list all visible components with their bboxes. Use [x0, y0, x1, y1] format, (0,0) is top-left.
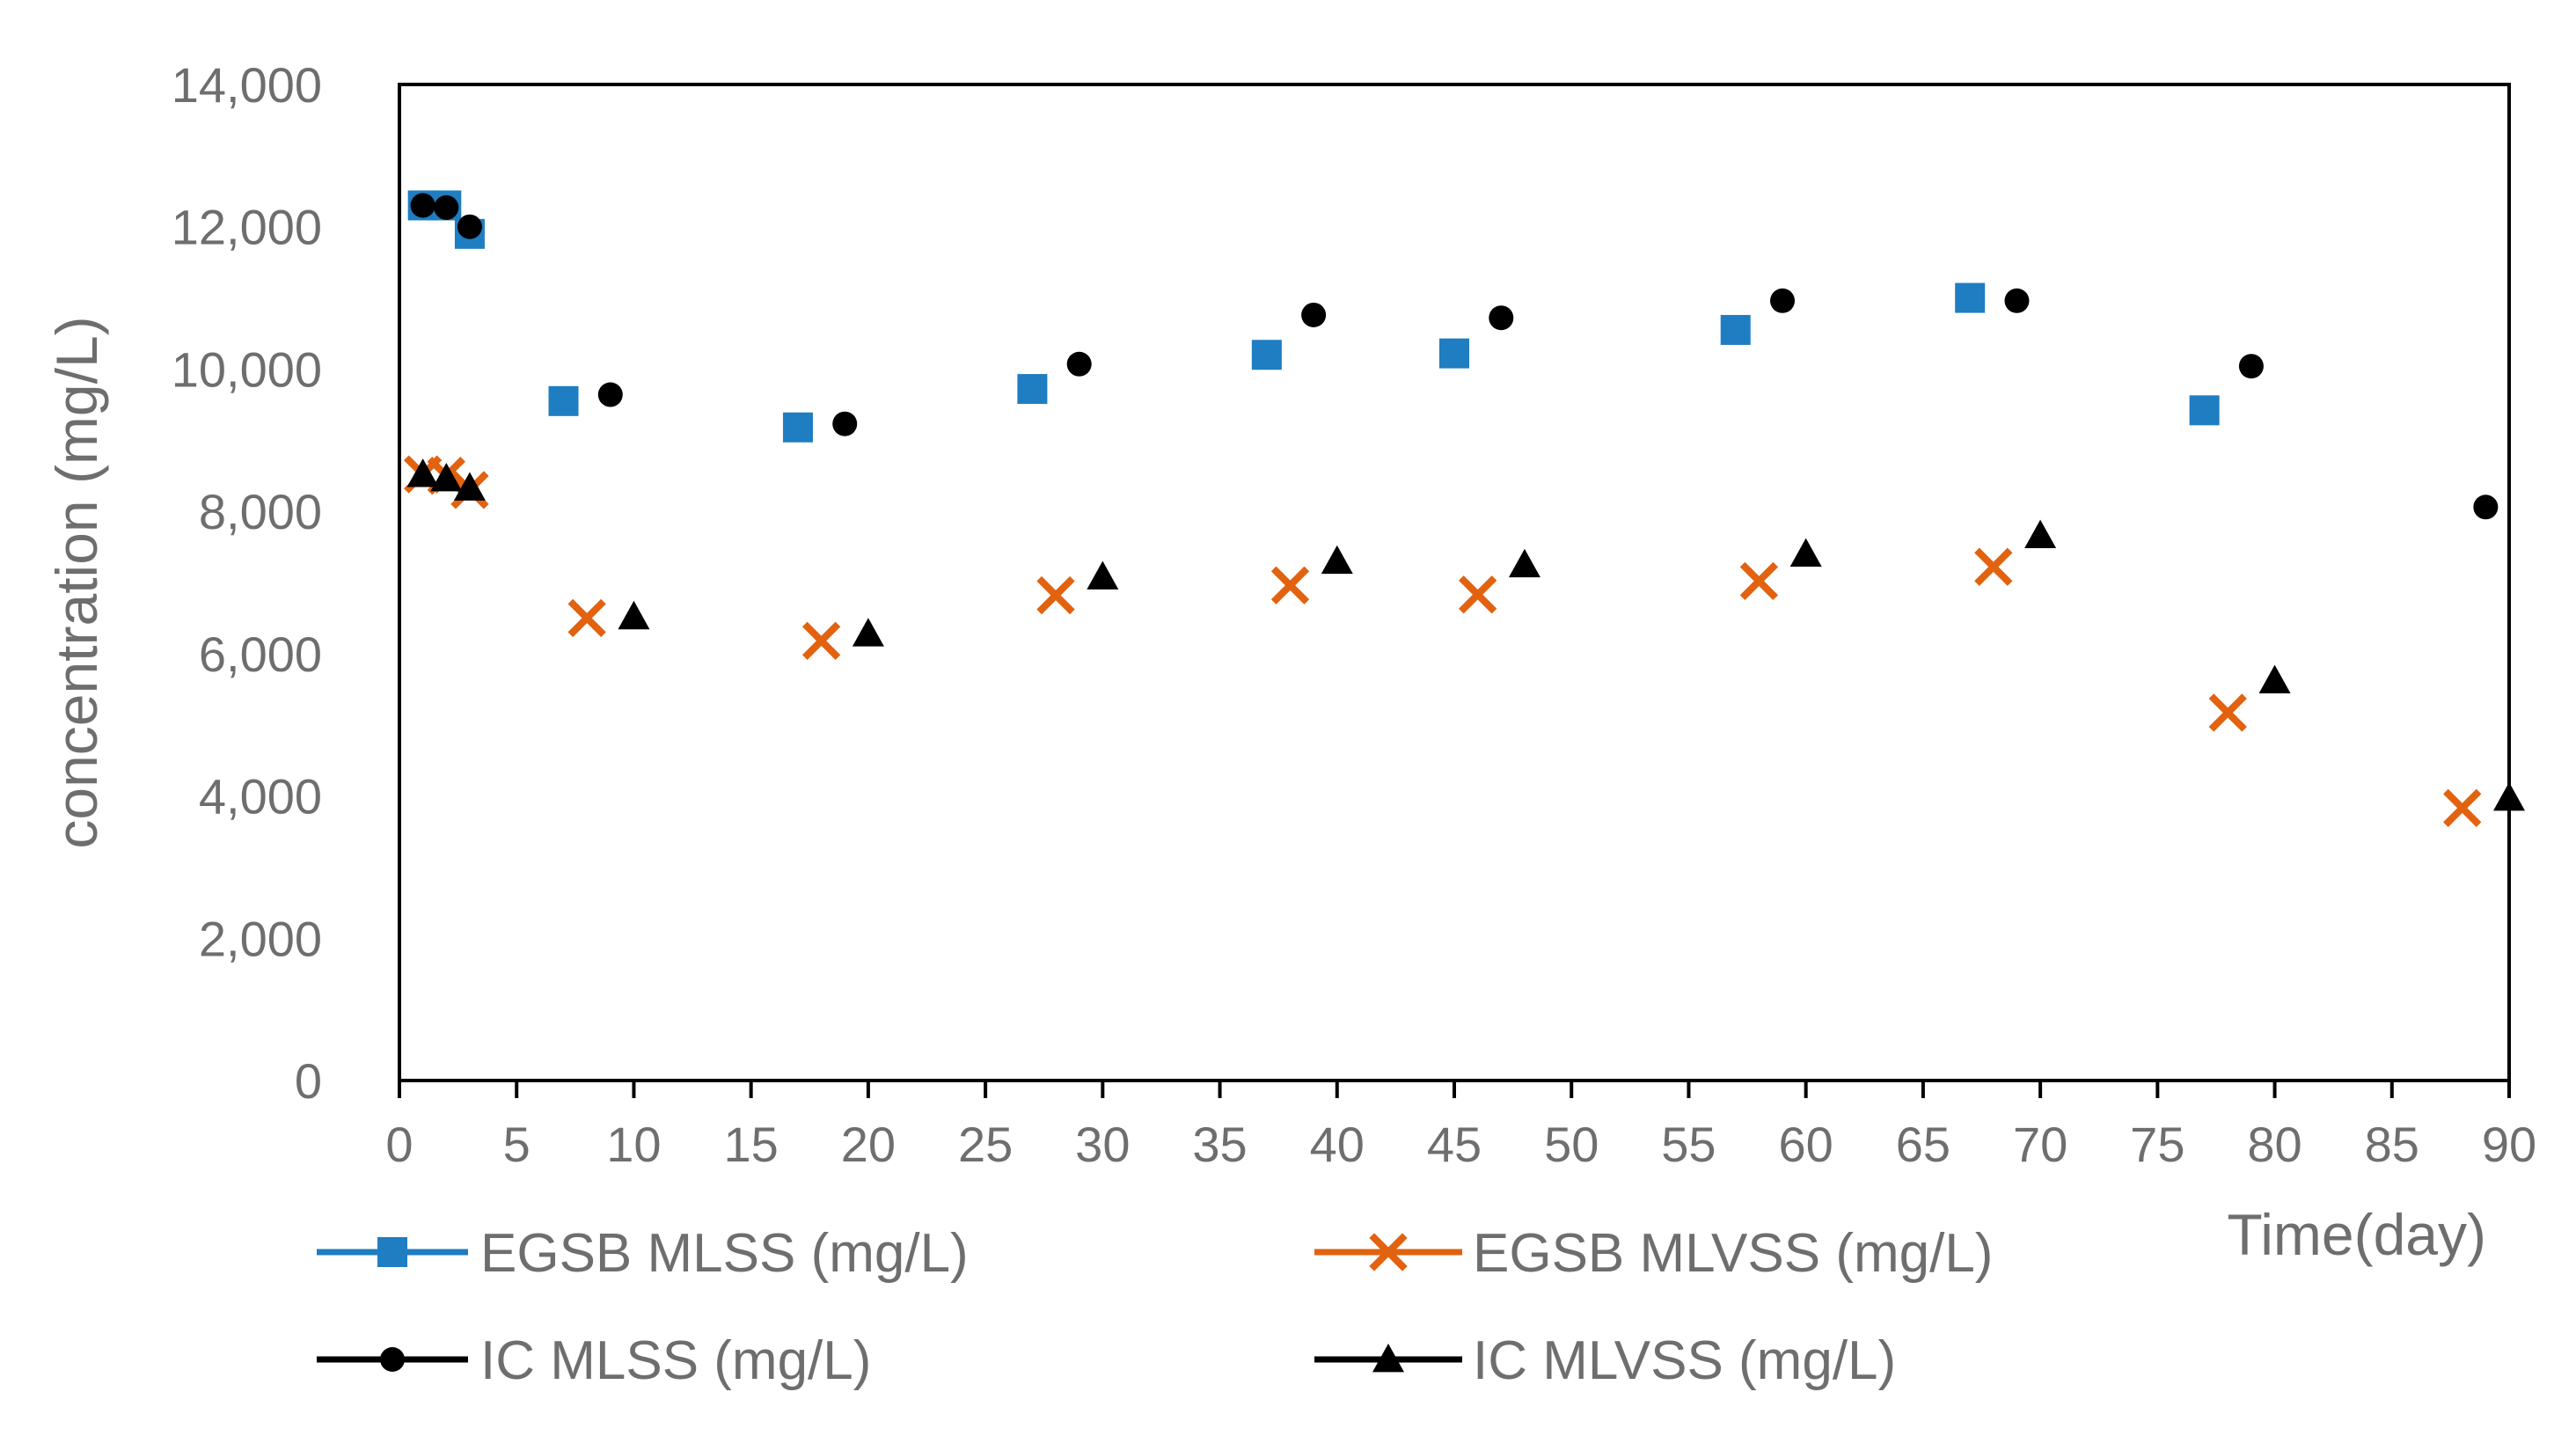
- data-point: [832, 411, 858, 436]
- legend-symbol-triangle: [1314, 1344, 1462, 1373]
- data-point: [2238, 354, 2264, 379]
- series-triangle: [406, 458, 2525, 811]
- data-point: [2189, 395, 2220, 426]
- x-tick-label: 65: [1896, 1117, 1950, 1172]
- y-tick-label: 0: [295, 1053, 322, 1109]
- legend-label-egsb-mlvss: EGSB MLVSS (mg/L): [1473, 1223, 1993, 1284]
- data-point: [1458, 575, 1497, 614]
- x-tick-label: 35: [1192, 1117, 1247, 1172]
- legend-marker: [1369, 1233, 1408, 1271]
- data-point: [457, 214, 482, 239]
- data-marks: [403, 190, 2525, 827]
- data-point: [618, 600, 650, 630]
- data-point: [1770, 288, 1796, 313]
- data-point: [453, 472, 486, 501]
- y-tick-label: 14,000: [172, 57, 322, 113]
- series-circle: [410, 193, 2499, 520]
- data-point: [548, 385, 579, 416]
- data-point: [2493, 781, 2525, 811]
- data-point: [597, 382, 623, 407]
- data-point: [434, 194, 459, 220]
- x-tick-label: 45: [1427, 1117, 1482, 1172]
- data-point: [1321, 545, 1353, 575]
- x-tick-label: 20: [841, 1117, 896, 1172]
- legend-symbol-circle: [317, 1347, 468, 1372]
- plot-frame: [398, 83, 2511, 1082]
- x-tick-label: 50: [1544, 1117, 1599, 1172]
- data-point: [1720, 314, 1751, 345]
- x-tick-label: 60: [1779, 1117, 1833, 1172]
- y-axis-title: concentration (mg/L): [44, 316, 109, 848]
- data-point: [2208, 693, 2247, 732]
- data-point: [1301, 302, 1327, 327]
- legend-label-egsb-mlss: EGSB MLSS (mg/L): [480, 1223, 969, 1284]
- y-tick-label: 10,000: [172, 341, 322, 397]
- y-tick-labels: 0 2,000 4,000 6,000 8,000 10,000 12,000 14,000: [172, 57, 322, 1109]
- x-tick-label: 80: [2247, 1117, 2302, 1172]
- x-tick-label: 40: [1310, 1117, 1365, 1172]
- x-tick-label: 90: [2482, 1117, 2536, 1172]
- data-point: [1251, 340, 1282, 370]
- y-tick-label: 12,000: [172, 200, 322, 255]
- data-point: [567, 598, 606, 638]
- data-point: [782, 412, 813, 443]
- data-point: [1439, 338, 1469, 369]
- data-point: [430, 462, 463, 492]
- data-point: [852, 618, 884, 647]
- x-ticks: [398, 1081, 2511, 1098]
- x-tick-label: 0: [385, 1117, 413, 1172]
- data-point: [1739, 561, 1779, 601]
- x-axis-title: Time(day): [2227, 1202, 2486, 1267]
- legend-symbol-square: [317, 1237, 468, 1267]
- data-point: [1489, 305, 1514, 331]
- legend-item-ic-mlss: IC MLSS (mg/L): [317, 1330, 871, 1391]
- data-point: [1017, 374, 1048, 405]
- legend-item-ic-mlvss: IC MLVSS (mg/L): [1314, 1330, 1896, 1391]
- x-tick-label: 5: [503, 1117, 531, 1172]
- data-point: [1789, 538, 1822, 568]
- data-point: [2473, 495, 2499, 520]
- legend: EGSB MLSS (mg/L) EGSB MLVSS (mg/L) IC ML…: [317, 1223, 1993, 1391]
- x-tick-label: 55: [1661, 1117, 1716, 1172]
- data-point: [2258, 664, 2291, 693]
- x-tick-labels: 0 5 10 15 20 25 30 35 40 45 50 55 60 65 70 75 80 85 90: [385, 1117, 2536, 1172]
- data-point: [1066, 351, 1092, 377]
- legend-symbol-x: [1314, 1233, 1462, 1271]
- legend-marker: [380, 1347, 405, 1372]
- data-point: [1087, 560, 1119, 590]
- x-tick-label: 10: [606, 1117, 661, 1172]
- x-tick-label: 75: [2130, 1117, 2184, 1172]
- x-tick-label: 70: [2013, 1117, 2067, 1172]
- x-tick-label: 25: [958, 1117, 1013, 1172]
- legend-label-ic-mlss: IC MLSS (mg/L): [480, 1330, 871, 1391]
- series-x: [403, 455, 2482, 827]
- x-tick-label: 85: [2365, 1117, 2419, 1172]
- data-point: [2443, 788, 2482, 827]
- data-point: [1508, 548, 1540, 578]
- data-point: [2004, 288, 2030, 313]
- data-point: [1955, 282, 1986, 313]
- data-point: [1974, 547, 2013, 586]
- y-tick-label: 2,000: [199, 911, 322, 966]
- y-tick-label: 6,000: [199, 626, 322, 682]
- y-tick-label: 8,000: [199, 484, 322, 539]
- legend-item-egsb-mlss: EGSB MLSS (mg/L): [317, 1223, 969, 1284]
- data-point: [1036, 575, 1075, 615]
- y-tick-label: 4,000: [199, 769, 322, 824]
- legend-label-ic-mlvss: IC MLVSS (mg/L): [1473, 1330, 1896, 1391]
- legend-marker: [1372, 1344, 1404, 1373]
- data-point: [1270, 566, 1310, 604]
- data-point: [406, 458, 439, 487]
- axes: [398, 83, 2511, 1098]
- legend-item-egsb-mlvss: EGSB MLVSS (mg/L): [1314, 1223, 1993, 1284]
- data-point: [410, 193, 435, 218]
- x-tick-label: 30: [1075, 1117, 1130, 1172]
- data-point: [801, 621, 841, 660]
- legend-marker: [377, 1237, 407, 1267]
- data-point: [2024, 519, 2057, 549]
- x-tick-label: 15: [724, 1117, 779, 1172]
